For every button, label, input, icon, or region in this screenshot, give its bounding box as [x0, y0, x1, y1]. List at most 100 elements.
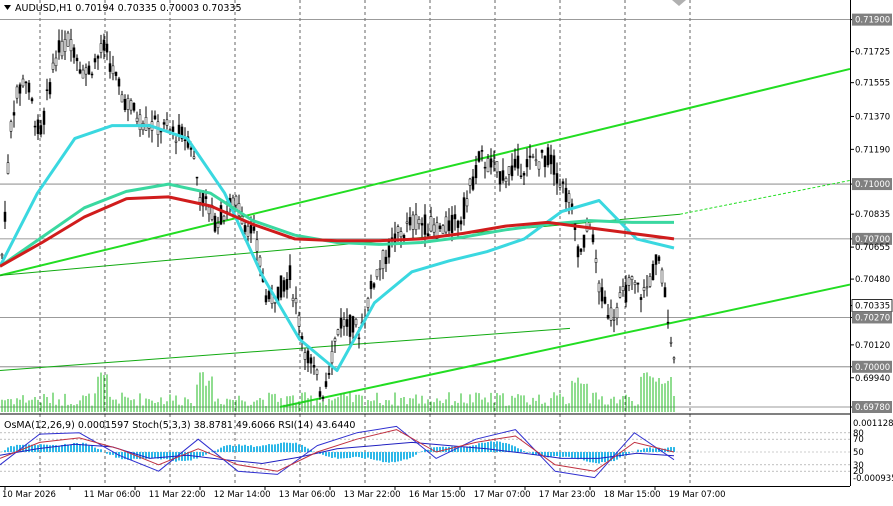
price-label: 0.69780 [855, 403, 890, 413]
time-label: 12 Mar 14:00 [214, 490, 271, 500]
osma-bar [565, 452, 567, 457]
candle-body [405, 221, 409, 224]
price-label: 0.71370 [855, 112, 890, 122]
price-label: 0.70120 [855, 341, 890, 351]
candle-body [105, 43, 109, 53]
osma-bar [325, 452, 327, 457]
time-label: 10 Mar 2026 [2, 490, 56, 500]
osma-bar [22, 444, 24, 452]
osma-bar [592, 452, 594, 463]
osc-axis-label: -0.000935 [853, 474, 893, 484]
candle-body [501, 170, 505, 181]
candle-body [561, 181, 565, 184]
osma-bar [541, 452, 543, 457]
candle-body [411, 214, 415, 230]
candle-body [15, 86, 19, 99]
candle-body [480, 150, 484, 152]
candle-body [465, 198, 469, 207]
osma-bar [544, 452, 546, 456]
candle-body [597, 282, 601, 293]
osma-bar [310, 449, 312, 452]
oscillator-title: OsMA(12,26,9) 0.0001597 Stoch(5,3,3) 38.… [4, 420, 355, 431]
candle-body [300, 336, 304, 340]
candle-body [342, 319, 346, 327]
osma-bar [289, 442, 291, 452]
price-label-box [852, 311, 892, 324]
osma-bar [571, 452, 573, 458]
price-label: 0.70655 [855, 243, 890, 253]
osma-bar [259, 446, 261, 452]
channel-line [0, 67, 851, 277]
osma-bar [100, 449, 102, 452]
candle-body [336, 329, 340, 336]
candle-body [369, 281, 373, 290]
candle-body [531, 156, 535, 158]
osma-bar [421, 451, 423, 452]
dropdown-triangle-icon[interactable] [4, 5, 11, 10]
candle-body [285, 279, 289, 290]
candle-body [222, 215, 226, 221]
candle-body [495, 161, 499, 173]
osma-bar [202, 452, 204, 456]
osma-bar [130, 452, 132, 461]
candle-body [3, 211, 7, 222]
osma-bar [142, 452, 144, 459]
candle-body [522, 173, 526, 176]
osma-bar [469, 446, 471, 452]
time-label: 18 Mar 15:00 [604, 490, 661, 500]
candle-body [471, 176, 475, 190]
osma-bar [16, 444, 18, 452]
osma-bar [232, 445, 234, 452]
osma-bar [64, 443, 66, 452]
candle-body [24, 81, 28, 84]
osma-bar [520, 449, 522, 452]
osma-bar [274, 444, 276, 452]
candle-body [462, 197, 466, 219]
osma-bar [91, 445, 93, 452]
osma-bar [298, 444, 300, 452]
osma-bar [601, 452, 603, 463]
candle-body [330, 351, 334, 364]
osma-bar [595, 452, 597, 464]
osma-bar [280, 442, 282, 452]
osma-bar [388, 452, 390, 463]
osma-bar [67, 444, 69, 452]
osma-bar [322, 452, 324, 455]
price-label: 0.70270 [855, 313, 890, 323]
candle-body [672, 357, 676, 360]
candle-body [345, 319, 349, 327]
candle-body [459, 220, 463, 225]
osma-bar [625, 452, 627, 456]
candle-body [435, 222, 439, 239]
osma-bar [244, 444, 246, 452]
candle-body [21, 78, 25, 87]
osma-bar [343, 452, 345, 459]
candle-body [327, 372, 331, 375]
candle-body [348, 314, 352, 337]
candle-body [525, 159, 529, 168]
candle-body [39, 125, 43, 135]
candle-body [423, 214, 427, 235]
chart-shift-marker-icon[interactable] [672, 0, 686, 6]
osc-axis-label: 50 [853, 448, 864, 458]
candle-body [135, 117, 139, 122]
osma-bar [214, 450, 216, 452]
osma-bar [364, 452, 366, 459]
candle-body [99, 43, 103, 53]
candle-body [165, 119, 169, 126]
osma-bar [154, 452, 156, 459]
osma-bar [550, 452, 552, 457]
osma-bar [151, 452, 153, 459]
osma-bar [604, 452, 606, 463]
candle-body [567, 193, 571, 203]
candle-body [603, 296, 607, 304]
oscillator-title-text: OsMA(12,26,9) 0.0001597 Stoch(5,3,3) 38.… [4, 420, 355, 431]
candle-body [84, 67, 88, 75]
candle-body [144, 117, 148, 131]
candle-body [324, 381, 328, 387]
osma-bar [487, 442, 489, 452]
osma-bar [82, 442, 84, 452]
osma-bar [499, 441, 501, 452]
osma-bar [430, 447, 432, 452]
candle-body [9, 121, 13, 132]
